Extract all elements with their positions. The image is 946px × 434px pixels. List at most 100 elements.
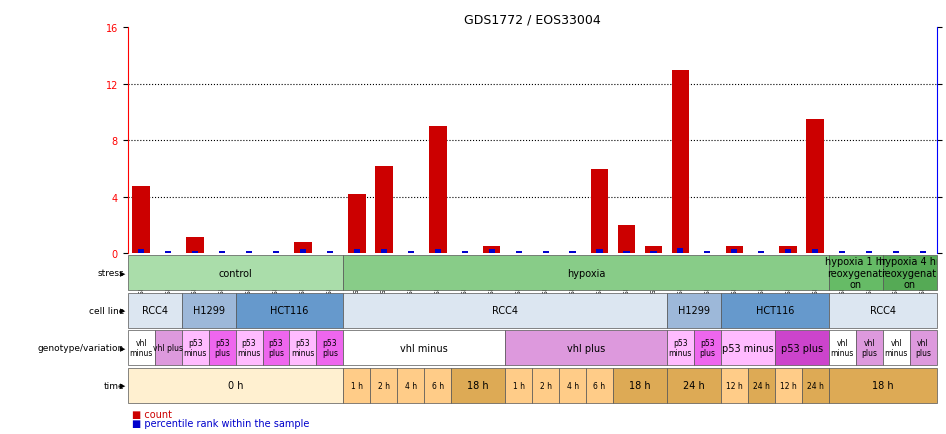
Bar bbox=[289, 330, 316, 365]
Bar bbox=[613, 368, 667, 403]
Text: 6 h: 6 h bbox=[593, 381, 605, 390]
Bar bbox=[829, 368, 937, 403]
Bar bbox=[182, 330, 208, 365]
Bar bbox=[128, 330, 155, 365]
Text: 24 h: 24 h bbox=[683, 380, 705, 390]
Text: 18 h: 18 h bbox=[872, 380, 893, 390]
Bar bbox=[759, 251, 764, 254]
Bar bbox=[343, 256, 829, 291]
Bar bbox=[867, 251, 872, 254]
Bar bbox=[920, 251, 926, 254]
Text: 12 h: 12 h bbox=[780, 381, 797, 390]
Bar bbox=[236, 293, 343, 328]
Text: vhl plus: vhl plus bbox=[153, 343, 184, 352]
Bar bbox=[138, 250, 144, 254]
Text: HCT116: HCT116 bbox=[756, 306, 794, 316]
Bar bbox=[618, 226, 636, 254]
Bar bbox=[726, 247, 744, 254]
Text: hypoxia: hypoxia bbox=[567, 268, 605, 278]
Text: hypoxia 1 hr
reoxygenati
on: hypoxia 1 hr reoxygenati on bbox=[825, 256, 886, 289]
Bar bbox=[721, 293, 829, 328]
Bar bbox=[343, 368, 370, 403]
Text: p53
minus: p53 minus bbox=[237, 338, 261, 358]
Text: 6 h: 6 h bbox=[431, 381, 444, 390]
Bar bbox=[155, 330, 182, 365]
Bar bbox=[300, 250, 306, 254]
Bar bbox=[186, 237, 204, 254]
Bar bbox=[316, 330, 343, 365]
Text: hypoxia 4 hr
reoxygenati
on: hypoxia 4 hr reoxygenati on bbox=[879, 256, 940, 289]
Bar bbox=[785, 250, 791, 254]
Bar bbox=[569, 251, 575, 254]
Text: vhl
minus: vhl minus bbox=[831, 338, 854, 358]
Bar bbox=[489, 250, 495, 254]
Bar bbox=[451, 368, 505, 403]
Text: p53
plus: p53 plus bbox=[322, 338, 338, 358]
Text: RCC4: RCC4 bbox=[869, 306, 896, 316]
Bar bbox=[559, 368, 586, 403]
Text: ▶: ▶ bbox=[120, 307, 126, 313]
Text: ■ percentile rank within the sample: ■ percentile rank within the sample bbox=[132, 418, 310, 428]
Text: genotype/variation: genotype/variation bbox=[38, 343, 124, 352]
Bar bbox=[806, 120, 824, 254]
Text: ▶: ▶ bbox=[120, 382, 126, 388]
Bar bbox=[677, 248, 683, 254]
Bar bbox=[667, 293, 721, 328]
Bar bbox=[747, 368, 775, 403]
Text: vhl
minus: vhl minus bbox=[885, 338, 908, 358]
Bar bbox=[543, 251, 549, 254]
Bar bbox=[516, 251, 521, 254]
Bar bbox=[775, 368, 802, 403]
Text: 4 h: 4 h bbox=[405, 381, 417, 390]
Bar bbox=[721, 368, 747, 403]
Bar bbox=[219, 251, 225, 254]
Bar bbox=[893, 251, 899, 254]
Bar bbox=[644, 247, 662, 254]
Text: vhl
plus: vhl plus bbox=[915, 338, 931, 358]
Bar bbox=[883, 256, 937, 291]
Bar bbox=[435, 250, 441, 254]
Bar bbox=[208, 330, 236, 365]
Bar bbox=[128, 293, 182, 328]
Bar bbox=[182, 293, 236, 328]
Bar bbox=[327, 251, 333, 254]
Text: ▶: ▶ bbox=[120, 270, 126, 276]
Text: 12 h: 12 h bbox=[726, 381, 743, 390]
Text: ▶: ▶ bbox=[120, 345, 126, 351]
Bar bbox=[829, 330, 855, 365]
Bar bbox=[855, 330, 883, 365]
Bar bbox=[780, 247, 797, 254]
Bar bbox=[354, 250, 359, 254]
Bar bbox=[128, 368, 343, 403]
Bar bbox=[348, 194, 366, 254]
Bar bbox=[693, 330, 721, 365]
Bar bbox=[909, 330, 937, 365]
Text: control: control bbox=[219, 268, 253, 278]
Bar bbox=[590, 169, 608, 254]
Text: 24 h: 24 h bbox=[753, 381, 770, 390]
Text: p53 minus: p53 minus bbox=[722, 343, 774, 353]
Bar bbox=[128, 256, 343, 291]
Bar bbox=[721, 330, 775, 365]
Text: 2 h: 2 h bbox=[377, 381, 390, 390]
Bar bbox=[424, 368, 451, 403]
Bar bbox=[343, 330, 505, 365]
Bar bbox=[294, 243, 312, 254]
Text: 0 h: 0 h bbox=[228, 380, 243, 390]
Text: p53
plus: p53 plus bbox=[699, 338, 715, 358]
Text: RCC4: RCC4 bbox=[492, 306, 518, 316]
Bar bbox=[623, 251, 629, 254]
Text: p53
minus: p53 minus bbox=[184, 338, 207, 358]
Bar bbox=[482, 247, 500, 254]
Text: 18 h: 18 h bbox=[467, 380, 489, 390]
Text: 4 h: 4 h bbox=[567, 381, 579, 390]
Bar bbox=[505, 368, 532, 403]
Bar bbox=[192, 251, 198, 254]
Bar bbox=[505, 330, 667, 365]
Bar bbox=[408, 251, 413, 254]
Text: p53
plus: p53 plus bbox=[268, 338, 284, 358]
Bar bbox=[343, 293, 667, 328]
Bar bbox=[375, 166, 393, 254]
Bar bbox=[829, 256, 883, 291]
Bar bbox=[802, 368, 829, 403]
